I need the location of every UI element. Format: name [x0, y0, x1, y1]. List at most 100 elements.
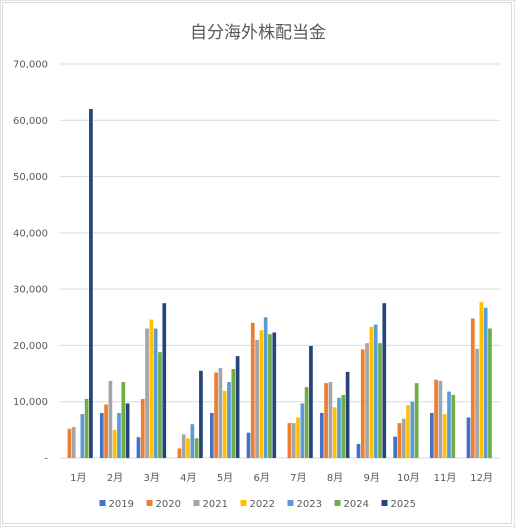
bar-2024-3月: [158, 352, 162, 458]
legend-item-2023[interactable]: 2023: [287, 499, 322, 510]
bar-2025-1月: [89, 109, 93, 458]
bar-2021-1月: [71, 427, 76, 458]
legend-label: 2022: [250, 499, 275, 510]
legend-swatch: [287, 500, 294, 506]
bar-2025-4月: [199, 370, 203, 458]
legend-swatch: [193, 500, 200, 506]
legend-swatch: [381, 500, 388, 506]
legend-label: 2023: [297, 499, 322, 510]
cell-gridline: [0, 526, 516, 527]
bar-2019-6月: [246, 432, 251, 458]
bar-2021-8月: [328, 382, 333, 458]
bar-2023-7月: [300, 403, 305, 458]
bar-2021-9月: [365, 343, 369, 458]
bar-2024-4月: [194, 438, 199, 458]
bar-2022-8月: [332, 407, 337, 458]
legend-label: 2019: [109, 499, 134, 510]
bar-2020-3月: [140, 398, 145, 458]
legend-item-2022[interactable]: 2022: [240, 499, 275, 510]
bar-2023-9月: [373, 324, 378, 458]
bar-2024-5月: [231, 369, 236, 458]
y-tick-label: 50,000: [13, 172, 48, 183]
y-tick-label: 30,000: [13, 285, 48, 296]
bar-2019-10月: [393, 436, 397, 458]
bar-2020-4月: [177, 448, 182, 458]
legend-item-2021[interactable]: 2021: [193, 499, 228, 510]
bar-2019-11月: [429, 412, 434, 458]
x-tick-label: 1月: [70, 472, 86, 484]
bar-2022-11月: [442, 414, 447, 458]
bar-2024-10月: [414, 383, 419, 458]
legend-swatch: [99, 500, 106, 506]
bar-2019-12月: [466, 417, 471, 458]
bar-2024-1月: [84, 398, 89, 458]
bar-2022-5月: [222, 391, 227, 458]
bar-2022-9月: [369, 326, 374, 458]
bar-2020-11月: [434, 379, 438, 458]
bar-2023-6月: [263, 317, 268, 458]
x-tick-label: 4月: [180, 472, 196, 484]
legend-label: 2025: [391, 499, 416, 510]
bar-2019-3月: [136, 437, 141, 458]
legend-swatch: [240, 500, 247, 506]
x-tick-label: 6月: [253, 472, 269, 484]
legend-label: 2021: [203, 499, 228, 510]
bar-2021-12月: [475, 348, 479, 458]
bar-2020-6月: [250, 322, 255, 458]
legend-item-2025[interactable]: 2025: [381, 499, 416, 510]
cell-gridline: [0, 0, 1, 528]
bar-2022-12月: [479, 302, 484, 458]
y-tick-label: 20,000: [13, 341, 48, 352]
bar-2023-12月: [483, 307, 488, 458]
bars: [67, 109, 492, 458]
bar-2024-2月: [121, 382, 126, 458]
y-tick-label: 60,000: [13, 116, 48, 127]
x-axis: 1月 2月 3月 4月 5月 6月 7月 8月 9月 10月 11月 12月: [70, 472, 493, 484]
bar-2022-6月: [259, 330, 264, 458]
bar-2023-1月: [80, 414, 85, 458]
legend-item-2024[interactable]: 2024: [334, 499, 369, 510]
bar-2025-5月: [235, 356, 240, 458]
bar-2024-7月: [304, 387, 309, 458]
bar-2022-7月: [296, 417, 300, 458]
bar-2021-7月: [291, 423, 296, 458]
gridlines: [60, 63, 500, 459]
bar-2021-2月: [108, 380, 113, 458]
y-tick-label: 10,000: [13, 397, 48, 408]
x-tick-label: 8月: [327, 472, 343, 484]
x-tick-label: 12月: [470, 472, 493, 484]
legend-label: 2024: [344, 499, 369, 510]
bar-2020-8月: [324, 383, 328, 458]
x-tick-label: 3月: [143, 472, 159, 484]
bar-2025-3月: [162, 303, 167, 458]
bar-2020-12月: [470, 318, 475, 458]
bar-2021-4月: [181, 434, 186, 458]
cell-gridline: [514, 0, 515, 528]
bar-2021-6月: [255, 339, 259, 458]
x-tick-label: 11月: [434, 472, 457, 484]
bar-2020-2月: [104, 404, 108, 458]
bar-2025-7月: [309, 345, 313, 458]
legend-item-2019[interactable]: 2019: [99, 499, 134, 510]
bar-2022-3月: [149, 319, 154, 458]
bar-2024-8月: [341, 394, 346, 458]
bar-2025-8月: [345, 371, 350, 458]
y-tick-label: -: [44, 454, 48, 465]
bar-2023-10月: [410, 401, 415, 458]
bar-2021-3月: [145, 328, 149, 458]
bar-2019-9月: [356, 443, 361, 458]
bar-2024-9月: [378, 343, 382, 458]
bar-2025-6月: [272, 332, 277, 458]
legend-swatch: [146, 500, 153, 506]
y-axis: - 10,000 20,000 30,000 40,000 50,000 60,000 70,…: [13, 60, 48, 465]
chart-title: 自分海外株配当金: [190, 23, 326, 43]
bar-2019-5月: [209, 412, 214, 458]
bar-2020-5月: [214, 372, 218, 458]
bar-2022-2月: [112, 429, 117, 458]
legend-item-2020[interactable]: 2020: [146, 499, 181, 510]
x-tick-label: 7月: [290, 472, 306, 484]
bar-2022-4月: [186, 438, 190, 458]
bar-2023-11月: [447, 391, 451, 458]
cell-gridline: [0, 0, 516, 1]
